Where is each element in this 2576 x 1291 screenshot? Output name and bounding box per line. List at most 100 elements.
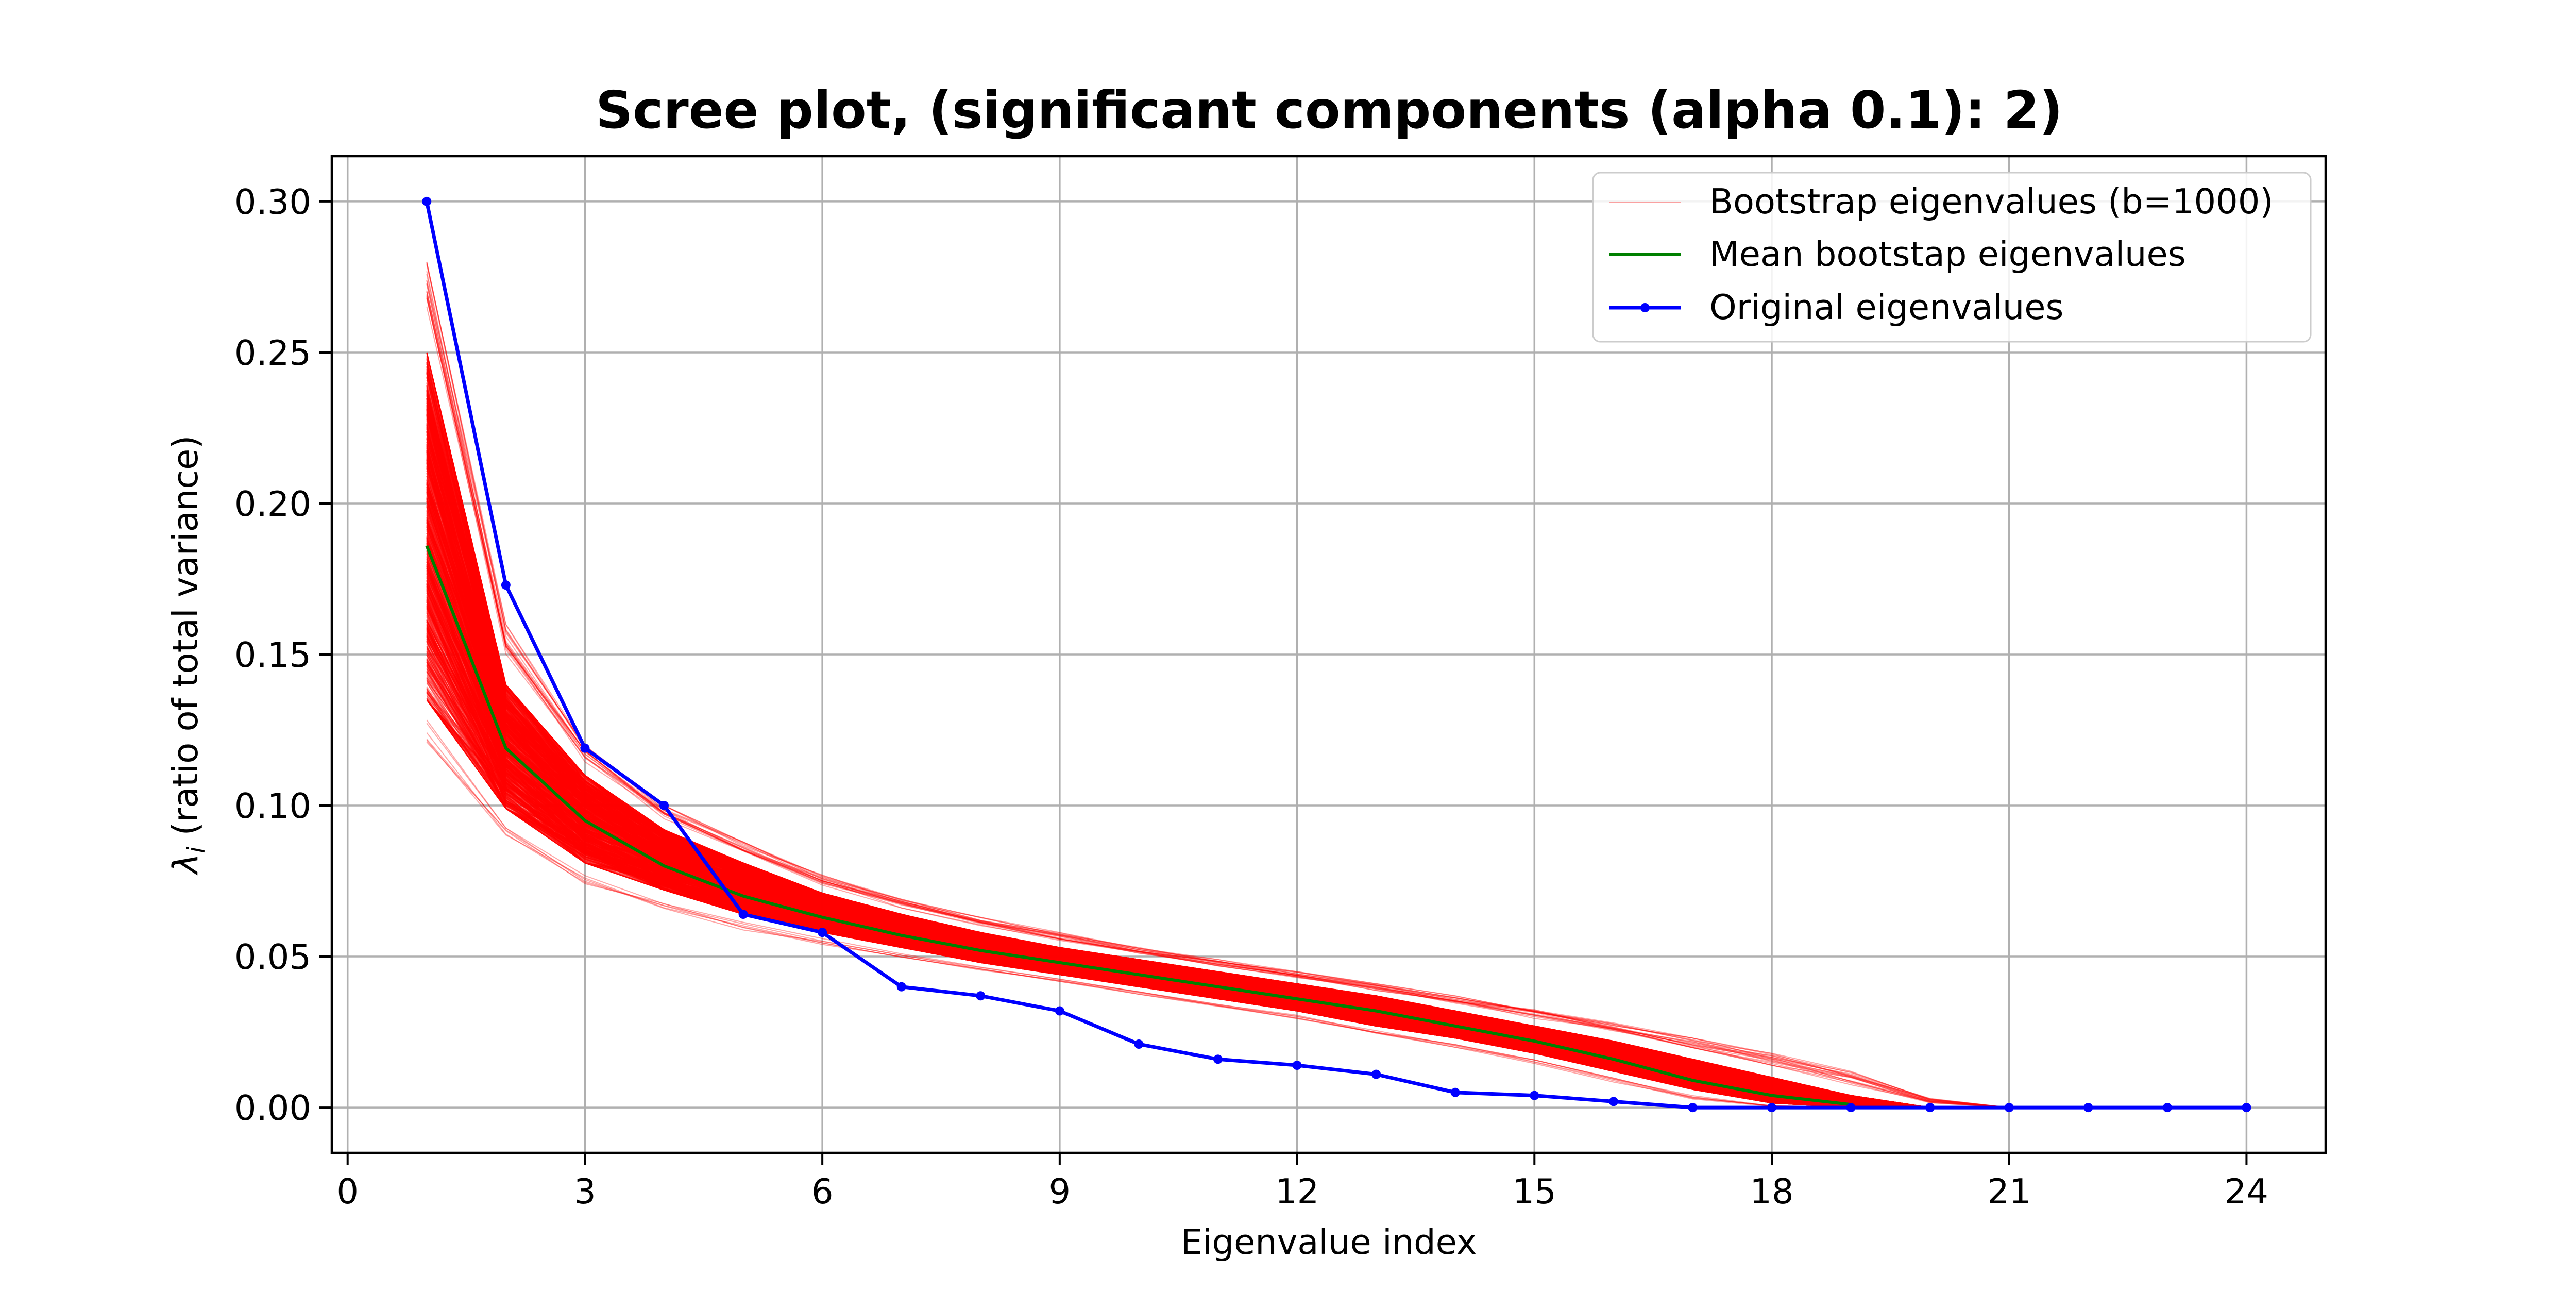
bootstrap-eigenvalue-line: [426, 425, 2009, 1109]
bootstrap-eigenvalue-line: [426, 627, 2009, 1109]
bootstrap-eigenvalue-line: [426, 466, 2009, 1109]
bootstrap-eigenvalue-line: [426, 399, 2009, 1109]
bootstrap-eigenvalue-line: [426, 431, 2009, 1109]
bootstrap-eigenvalue-line: [426, 566, 2009, 1109]
bootstrap-eigenvalue-line: [426, 692, 2009, 1109]
data-point-original: [2162, 1103, 2172, 1113]
bootstrap-eigenvalue-line: [426, 426, 2009, 1109]
bootstrap-eigenvalue-line: [426, 483, 2009, 1109]
bootstrap-eigenvalue-line: [426, 425, 2009, 1109]
bootstrap-eigenvalue-line: [426, 382, 2009, 1109]
x-axis-ticks: 0 3 6 9 12 15 18 21 24: [336, 1153, 2268, 1212]
bootstrap-eigenvalue-line: [426, 423, 2009, 1109]
data-point-original: [580, 743, 590, 753]
bootstrap-eigenvalue-line: [426, 521, 2009, 1109]
bootstrap-eigenvalue-line: [426, 438, 2009, 1109]
bootstrap-eigenvalue-line: [426, 545, 2009, 1109]
bootstrap-eigenvalue-line: [426, 444, 2009, 1109]
bootstrap-eigenvalue-line: [426, 655, 2009, 1109]
bootstrap-eigenvalue-line: [426, 585, 2009, 1109]
bootstrap-eigenvalue-line: [426, 521, 2009, 1109]
bootstrap-eigenvalue-line: [426, 680, 2009, 1109]
bootstrap-eigenvalue-line: [426, 699, 2009, 1109]
bootstrap-eigenvalue-line: [426, 625, 2009, 1109]
bootstrap-eigenvalue-line: [426, 438, 2009, 1109]
bootstrap-eigenvalue-line: [426, 271, 2009, 1109]
bootstrap-eigenvalue-line: [426, 390, 2009, 1109]
bootstrap-eigenvalue-line: [426, 607, 2009, 1109]
bootstrap-eigenvalue-line: [426, 450, 2009, 1109]
bootstrap-eigenvalue-line: [426, 484, 2009, 1109]
bootstrap-eigenvalue-line: [426, 523, 2009, 1109]
bootstrap-eigenvalue-line: [426, 515, 2009, 1109]
bootstrap-eigenvalue-line: [426, 442, 2009, 1109]
bootstrap-eigenvalue-line: [426, 527, 2009, 1109]
bootstrap-eigenvalue-line: [426, 434, 2009, 1109]
series-line-original: [425, 201, 2247, 1110]
bootstrap-eigenvalue-line: [426, 408, 2009, 1109]
bootstrap-eigenvalue-line: [426, 589, 2009, 1109]
bootstrap-eigenvalue-line: [426, 458, 2009, 1109]
bootstrap-eigenvalue-line: [426, 439, 2009, 1109]
bootstrap-eigenvalue-line: [426, 511, 2009, 1109]
bootstrap-eigenvalue-line: [426, 626, 2009, 1109]
bootstrap-eigenvalue-line: [426, 463, 2009, 1109]
bootstrap-eigenvalue-line: [426, 600, 2009, 1109]
bootstrap-eigenvalue-line: [426, 628, 2009, 1109]
bootstrap-eigenvalue-line: [426, 416, 2009, 1109]
bootstrap-eigenvalue-line: [426, 409, 2009, 1109]
bootstrap-eigenvalue-line: [426, 647, 2009, 1109]
bootstrap-eigenvalue-line: [426, 459, 2009, 1109]
bootstrap-eigenvalue-line: [426, 459, 2009, 1109]
bootstrap-eigenvalue-line: [426, 434, 2009, 1109]
bootstrap-eigenvalue-line: [426, 606, 2009, 1109]
bootstrap-eigenvalue-line: [426, 612, 2009, 1109]
bootstrap-eigenvalue-line: [426, 290, 2009, 1109]
bootstrap-eigenvalue-line: [426, 429, 2009, 1109]
bootstrap-eigenvalue-line: [426, 297, 2009, 1109]
bootstrap-eigenvalue-line: [426, 490, 2009, 1109]
bootstrap-eigenvalue-line: [426, 408, 2009, 1109]
bootstrap-eigenvalue-line: [426, 648, 2009, 1109]
bootstrap-eigenvalue-line: [426, 659, 2009, 1109]
bootstrap-eigenvalue-line: [426, 688, 2009, 1109]
bootstrap-eigenvalue-line: [426, 480, 2009, 1109]
bootstrap-eigenvalue-line: [426, 280, 2009, 1109]
bootstrap-eigenvalue-line: [426, 283, 2009, 1109]
bootstrap-eigenvalue-line: [426, 645, 2009, 1109]
bootstrap-eigenvalue-line: [426, 699, 2009, 1109]
bootstrap-eigenvalue-line: [426, 491, 2009, 1109]
bootstrap-eigenvalue-line: [426, 487, 2009, 1109]
bootstrap-eigenvalue-line: [426, 482, 2009, 1109]
bootstrap-eigenvalue-line: [426, 699, 2009, 1109]
bootstrap-eigenvalue-line: [426, 414, 2009, 1109]
bootstrap-eigenvalue-line: [426, 509, 2009, 1109]
data-point-original: [1450, 1087, 1460, 1097]
bootstrap-eigenvalue-line: [426, 475, 2009, 1109]
bootstrap-eigenvalue-line: [426, 292, 2009, 1109]
bootstrap-eigenvalue-line: [426, 402, 2009, 1109]
bootstrap-eigenvalue-line: [426, 636, 2009, 1109]
x-tick-label: 0: [336, 1171, 359, 1212]
bootstrap-eigenvalue-line: [426, 527, 2009, 1109]
bootstrap-eigenvalue-line: [426, 624, 2009, 1109]
bootstrap-eigenvalue-line: [426, 412, 2009, 1109]
bootstrap-eigenvalue-line: [426, 522, 2009, 1109]
bootstrap-eigenvalue-line: [426, 626, 2009, 1109]
bootstrap-eigenvalue-line: [426, 440, 2009, 1109]
bootstrap-eigenvalue-line: [426, 425, 2009, 1109]
bootstrap-eigenvalue-line: [426, 398, 2009, 1109]
bootstrap-eigenvalue-line: [426, 523, 2009, 1109]
bootstrap-eigenvalue-line: [426, 455, 2009, 1109]
x-tick-label: 12: [1275, 1171, 1319, 1212]
bootstrap-eigenvalue-line: [426, 636, 2009, 1109]
data-point-original: [2242, 1103, 2251, 1113]
x-tick-label: 6: [811, 1171, 834, 1212]
bootstrap-eigenvalue-line: [426, 423, 2009, 1109]
bootstrap-eigenvalue-line: [426, 453, 2009, 1109]
bootstrap-eigenvalue-line: [426, 538, 2009, 1109]
bootstrap-eigenvalue-line: [426, 520, 2009, 1109]
y-axis-label-lambda: λ: [165, 853, 206, 876]
bootstrap-eigenvalue-line: [426, 596, 2009, 1109]
bootstrap-eigenvalue-line: [426, 698, 2009, 1109]
